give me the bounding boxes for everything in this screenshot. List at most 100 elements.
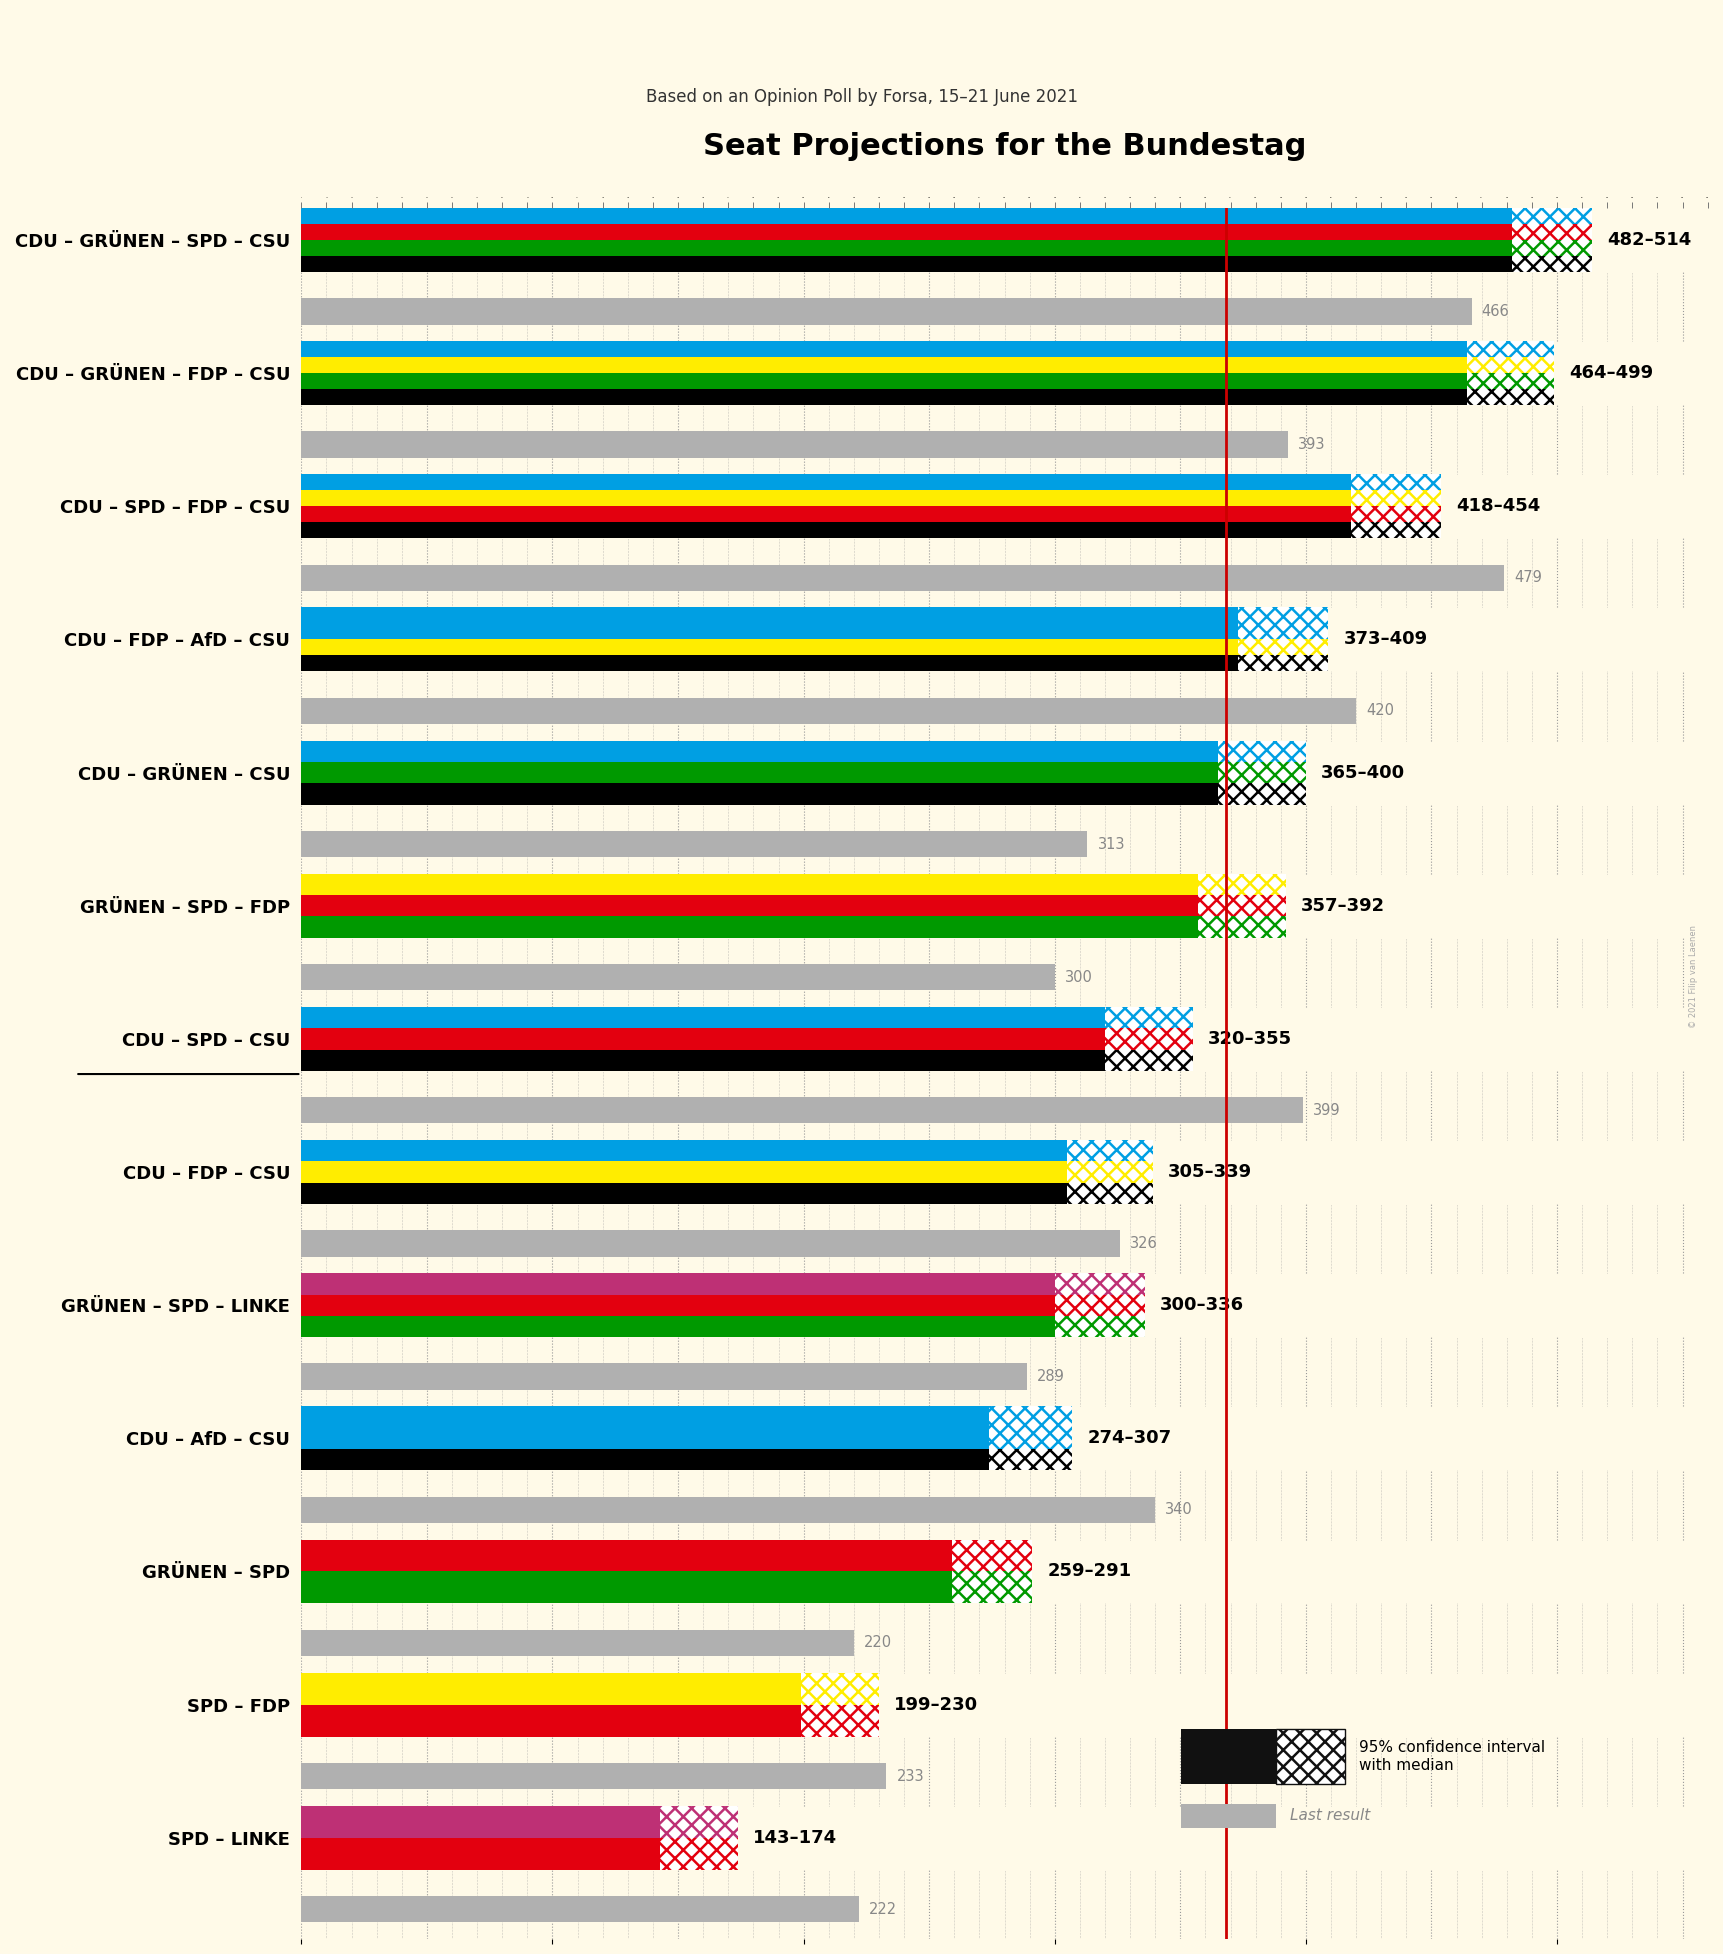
- Bar: [801, 1704, 879, 1737]
- Bar: [302, 1337, 1707, 1407]
- Bar: [302, 506, 1351, 522]
- Text: 95% confidence interval
with median: 95% confidence interval with median: [1358, 1741, 1544, 1772]
- Bar: [1054, 1315, 1144, 1337]
- Bar: [302, 916, 1197, 938]
- Bar: [1197, 873, 1285, 895]
- Text: 220: 220: [863, 1635, 891, 1651]
- Bar: [1237, 655, 1328, 672]
- Bar: [660, 1805, 737, 1839]
- Bar: [1067, 1182, 1153, 1204]
- Bar: [302, 1497, 1154, 1522]
- Bar: [302, 272, 1707, 342]
- Text: 305–339: 305–339: [1166, 1163, 1251, 1180]
- Bar: [1466, 373, 1554, 389]
- Bar: [302, 1231, 1120, 1256]
- Bar: [302, 1096, 1303, 1124]
- Bar: [302, 830, 1087, 858]
- Bar: [1197, 895, 1285, 916]
- Bar: [302, 741, 1216, 762]
- Bar: [1466, 389, 1554, 404]
- Bar: [1511, 240, 1592, 256]
- Bar: [302, 1071, 1707, 1139]
- Bar: [302, 256, 1511, 272]
- Bar: [951, 1540, 1032, 1571]
- Bar: [1237, 608, 1328, 623]
- Text: 365–400: 365–400: [1320, 764, 1404, 782]
- Bar: [1351, 475, 1440, 490]
- Bar: [1104, 1028, 1192, 1049]
- Bar: [302, 1870, 1707, 1938]
- Text: 464–499: 464–499: [1568, 363, 1652, 383]
- Bar: [302, 1006, 1104, 1028]
- Bar: [302, 1737, 1707, 1805]
- Bar: [302, 1274, 1054, 1296]
- Text: 233: 233: [896, 1768, 924, 1784]
- Bar: [302, 608, 1237, 623]
- Bar: [302, 963, 1054, 991]
- Text: 300: 300: [1065, 969, 1092, 985]
- Text: 259–291: 259–291: [1046, 1563, 1130, 1581]
- Text: 399: 399: [1313, 1102, 1340, 1118]
- Bar: [302, 698, 1356, 725]
- Bar: [302, 522, 1351, 537]
- Bar: [302, 1805, 660, 1839]
- Bar: [302, 1469, 1707, 1540]
- Bar: [302, 1204, 1707, 1274]
- Bar: [302, 1296, 1054, 1315]
- Bar: [1216, 762, 1304, 784]
- Text: 418–454: 418–454: [1456, 496, 1540, 516]
- Bar: [302, 1763, 886, 1790]
- Text: 274–307: 274–307: [1087, 1428, 1172, 1448]
- Bar: [302, 358, 1466, 373]
- Bar: [302, 537, 1707, 608]
- Bar: [951, 1571, 1032, 1604]
- Text: 466: 466: [1480, 305, 1509, 319]
- Text: 340: 340: [1165, 1503, 1192, 1516]
- Bar: [302, 805, 1707, 873]
- Text: 289: 289: [1037, 1370, 1065, 1383]
- Bar: [1351, 506, 1440, 522]
- Text: 357–392: 357–392: [1301, 897, 1384, 914]
- Bar: [1104, 1049, 1192, 1071]
- Bar: [302, 639, 1237, 655]
- Text: 479: 479: [1513, 571, 1542, 584]
- Bar: [1054, 1296, 1144, 1315]
- Bar: [302, 475, 1351, 490]
- Text: 222: 222: [868, 1901, 896, 1917]
- Text: 300–336: 300–336: [1160, 1296, 1244, 1315]
- Bar: [302, 404, 1707, 475]
- Bar: [1237, 623, 1328, 639]
- Bar: [302, 1450, 989, 1469]
- Bar: [1237, 639, 1328, 655]
- Bar: [302, 490, 1351, 506]
- Bar: [302, 299, 1471, 324]
- Text: 199–230: 199–230: [894, 1696, 977, 1714]
- Bar: [1351, 522, 1440, 537]
- Bar: [302, 432, 1287, 457]
- Bar: [302, 1704, 801, 1737]
- Bar: [1197, 916, 1285, 938]
- Bar: [1511, 225, 1592, 240]
- Bar: [302, 1428, 989, 1450]
- Text: 393: 393: [1297, 438, 1325, 451]
- Bar: [302, 1139, 1067, 1161]
- Bar: [302, 895, 1197, 916]
- Text: © 2021 Filip van Laenen: © 2021 Filip van Laenen: [1689, 926, 1697, 1028]
- Bar: [302, 1315, 1054, 1337]
- Bar: [302, 1630, 853, 1657]
- Bar: [1067, 1161, 1153, 1182]
- Bar: [1511, 207, 1592, 225]
- Bar: [1466, 358, 1554, 373]
- Text: 143–174: 143–174: [753, 1829, 837, 1847]
- Bar: [989, 1450, 1072, 1469]
- Bar: [1054, 1274, 1144, 1296]
- Bar: [302, 873, 1197, 895]
- Bar: [302, 1049, 1104, 1071]
- Bar: [302, 1839, 660, 1870]
- Text: Last result: Last result: [1289, 1807, 1370, 1823]
- Text: 326: 326: [1130, 1237, 1158, 1251]
- Bar: [302, 655, 1237, 672]
- Bar: [302, 1540, 951, 1571]
- Bar: [1104, 1006, 1192, 1028]
- Bar: [1351, 490, 1440, 506]
